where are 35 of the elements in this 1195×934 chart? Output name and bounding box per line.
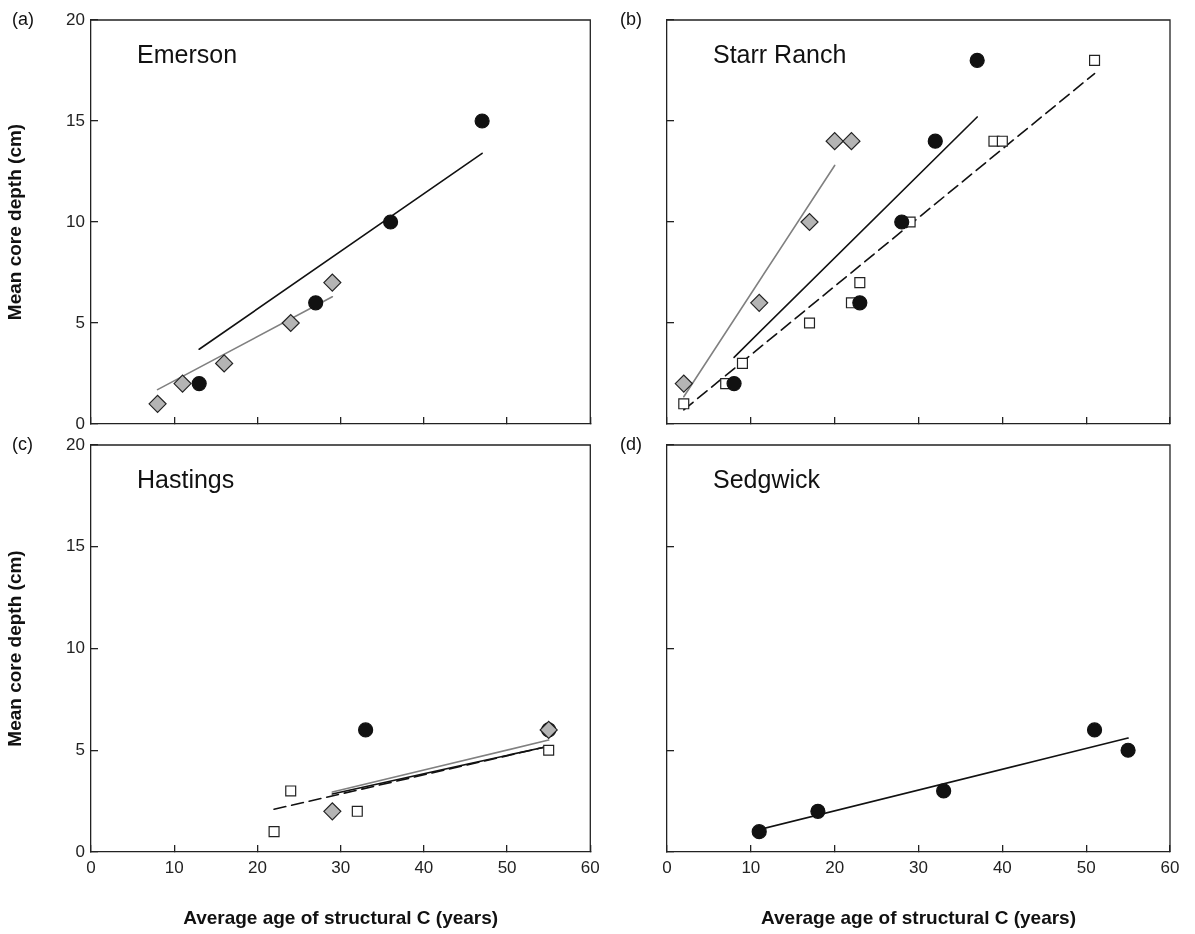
text: Starr Ranch — [713, 39, 847, 68]
y-tick-label: 0 — [75, 413, 85, 433]
y-tick-label: 20 — [66, 9, 85, 29]
x-tick-label: 0 — [662, 857, 672, 877]
x-axis-title: Average age of structural C (years) — [760, 906, 1077, 928]
y-tick-label: 10 — [66, 638, 85, 658]
y-tick-label: 20 — [66, 434, 85, 454]
x-tick-label: 30 — [909, 857, 928, 877]
y-axis-title: Mean core depth (cm) — [3, 123, 25, 321]
x-tick-label: 50 — [497, 857, 517, 877]
x-tick-label: 20 — [825, 857, 845, 877]
x-tick-label: 30 — [331, 857, 351, 877]
x-tick-label: 60 — [1160, 857, 1180, 877]
x-tick-label: 60 — [580, 857, 600, 877]
y-tick-label: 15 — [66, 110, 85, 130]
y-tick-label: 5 — [75, 312, 85, 332]
y-tick-label: 0 — [75, 841, 85, 861]
x-tick-label: 40 — [414, 857, 434, 877]
text: Emerson — [137, 39, 238, 68]
x-tick-label: 10 — [741, 857, 761, 877]
text: Hastings — [137, 464, 235, 493]
y-tick-label: 5 — [75, 739, 85, 759]
x-tick-label: 50 — [1076, 857, 1096, 877]
x-tick-label: 20 — [247, 857, 267, 877]
x-tick-label: 40 — [992, 857, 1012, 877]
text: (b) — [620, 8, 642, 29]
y-tick-label: 15 — [66, 536, 85, 556]
text: (a) — [12, 8, 34, 29]
y-axis-title: Mean core depth (cm) — [3, 550, 25, 747]
x-tick-label: 10 — [164, 857, 184, 877]
text: (d) — [620, 433, 642, 454]
text: (c) — [12, 433, 33, 454]
text: Sedgwick — [713, 464, 821, 493]
x-axis-title: Average age of structural C (years) — [183, 906, 499, 928]
y-tick-label: 10 — [66, 211, 85, 231]
